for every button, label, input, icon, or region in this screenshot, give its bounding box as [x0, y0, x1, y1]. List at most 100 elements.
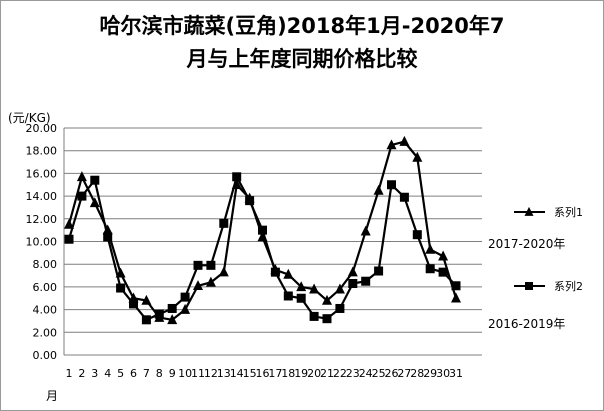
x-tick-label: 21 — [320, 367, 334, 380]
data-point — [64, 234, 74, 244]
data-point — [219, 218, 229, 228]
data-point — [232, 172, 242, 182]
data-point — [334, 283, 345, 294]
series-annotation: 2017-2020年 — [488, 237, 565, 251]
x-tick-label: 19 — [294, 367, 308, 380]
data-point — [180, 292, 190, 302]
x-tick-label: 25 — [372, 367, 386, 380]
data-point — [270, 267, 280, 277]
x-tick-label: 23 — [346, 367, 360, 380]
data-point — [347, 266, 358, 277]
data-point — [412, 230, 422, 240]
data-point — [425, 264, 435, 274]
data-point — [374, 266, 384, 276]
data-point — [193, 280, 203, 291]
data-point — [373, 184, 384, 195]
y-tick-label: 16.00 — [26, 167, 58, 180]
y-tick-label: 8.00 — [33, 258, 58, 271]
x-tick-label: 2 — [78, 367, 85, 380]
data-point — [193, 260, 203, 270]
x-tick-label: 1 — [66, 367, 73, 380]
data-point — [387, 180, 396, 190]
data-point — [116, 283, 126, 293]
y-tick-labels: 0.00 2.00 4.00 6.00 8.00 10.00 12.00 14.00 16.00… — [26, 122, 58, 362]
y-tick-label: 14.00 — [26, 190, 58, 203]
data-point — [64, 218, 74, 229]
x-tick-label: 17 — [268, 367, 282, 380]
data-point — [425, 243, 436, 254]
x-tick-label: 12 — [204, 367, 218, 380]
data-point — [102, 224, 113, 235]
x-tick-label: 6 — [130, 367, 137, 380]
x-tick-label: 10 — [178, 367, 192, 380]
y-tick-label: 10.00 — [26, 236, 58, 249]
x-tick-label: 13 — [217, 367, 231, 380]
data-point — [399, 192, 409, 202]
data-point — [245, 196, 255, 206]
data-point — [283, 291, 293, 301]
data-point — [309, 311, 319, 321]
series-annotations: 2017-2020年 2016-2019年 — [488, 237, 565, 331]
data-point — [77, 191, 87, 201]
x-tick-label: 20 — [307, 367, 321, 380]
y-tick-label: 20.00 — [26, 122, 58, 135]
x-tick-label: 16 — [256, 367, 270, 380]
data-point — [76, 171, 87, 182]
y-tick-label: 2.00 — [33, 326, 58, 339]
legend-marker — [525, 282, 533, 290]
x-tick-label: 22 — [333, 367, 347, 380]
data-point — [258, 225, 267, 235]
data-point — [386, 139, 397, 150]
data-point — [129, 299, 138, 309]
x-tick-label: 7 — [143, 367, 150, 380]
x-tick-label: 5 — [117, 367, 124, 380]
x-tick-label: 4 — [104, 367, 111, 380]
data-point — [103, 232, 113, 242]
data-point — [360, 225, 371, 236]
data-point — [141, 315, 151, 325]
y-axis-label: (元/KG) — [8, 111, 51, 125]
data-point — [180, 303, 191, 314]
y-tick-label: 4.00 — [33, 304, 58, 317]
x-tick-label: 30 — [436, 367, 450, 380]
x-tick-label: 3 — [91, 367, 98, 380]
x-axis-label: 月 — [46, 389, 58, 403]
x-tick-label: 24 — [359, 367, 373, 380]
data-point — [412, 151, 423, 162]
data-point — [335, 303, 345, 313]
x-tick-label: 8 — [156, 367, 163, 380]
data-point — [154, 309, 164, 319]
x-tick-label: 26 — [385, 367, 399, 380]
x-tick-label: 11 — [191, 367, 205, 380]
x-tick-label: 15 — [243, 367, 257, 380]
x-tick-label: 14 — [230, 367, 244, 380]
x-tick-label: 29 — [423, 367, 437, 380]
series-annotation: 2016-2019年 — [488, 317, 565, 331]
data-point — [322, 314, 332, 324]
data-point — [218, 266, 229, 277]
data-point — [90, 175, 100, 185]
data-point — [167, 303, 177, 313]
data-point — [283, 268, 294, 279]
data-point — [89, 197, 100, 208]
data-point — [296, 281, 307, 292]
chart-title-line1: 哈尔滨市蔬菜(豆角)2018年1月-2020年7 — [99, 14, 504, 38]
data-point — [309, 283, 320, 294]
y-tick-label: 0.00 — [33, 349, 58, 362]
data-point — [438, 267, 448, 277]
series-2 — [64, 172, 461, 325]
data-point — [205, 276, 216, 287]
y-tick-label: 18.00 — [26, 145, 58, 158]
legend-label: 系列1 — [554, 205, 583, 219]
x-tick-label: 9 — [169, 367, 176, 380]
chart-title-line2: 月与上年度同期价格比较 — [186, 47, 418, 71]
data-point — [451, 281, 461, 291]
data-point — [348, 278, 358, 288]
legend: 系列1 系列2 — [514, 205, 583, 293]
data-point — [399, 135, 410, 146]
legend-marker — [524, 206, 534, 216]
x-tick-label: 31 — [449, 367, 463, 380]
data-point — [206, 260, 216, 270]
data-point — [438, 250, 449, 261]
